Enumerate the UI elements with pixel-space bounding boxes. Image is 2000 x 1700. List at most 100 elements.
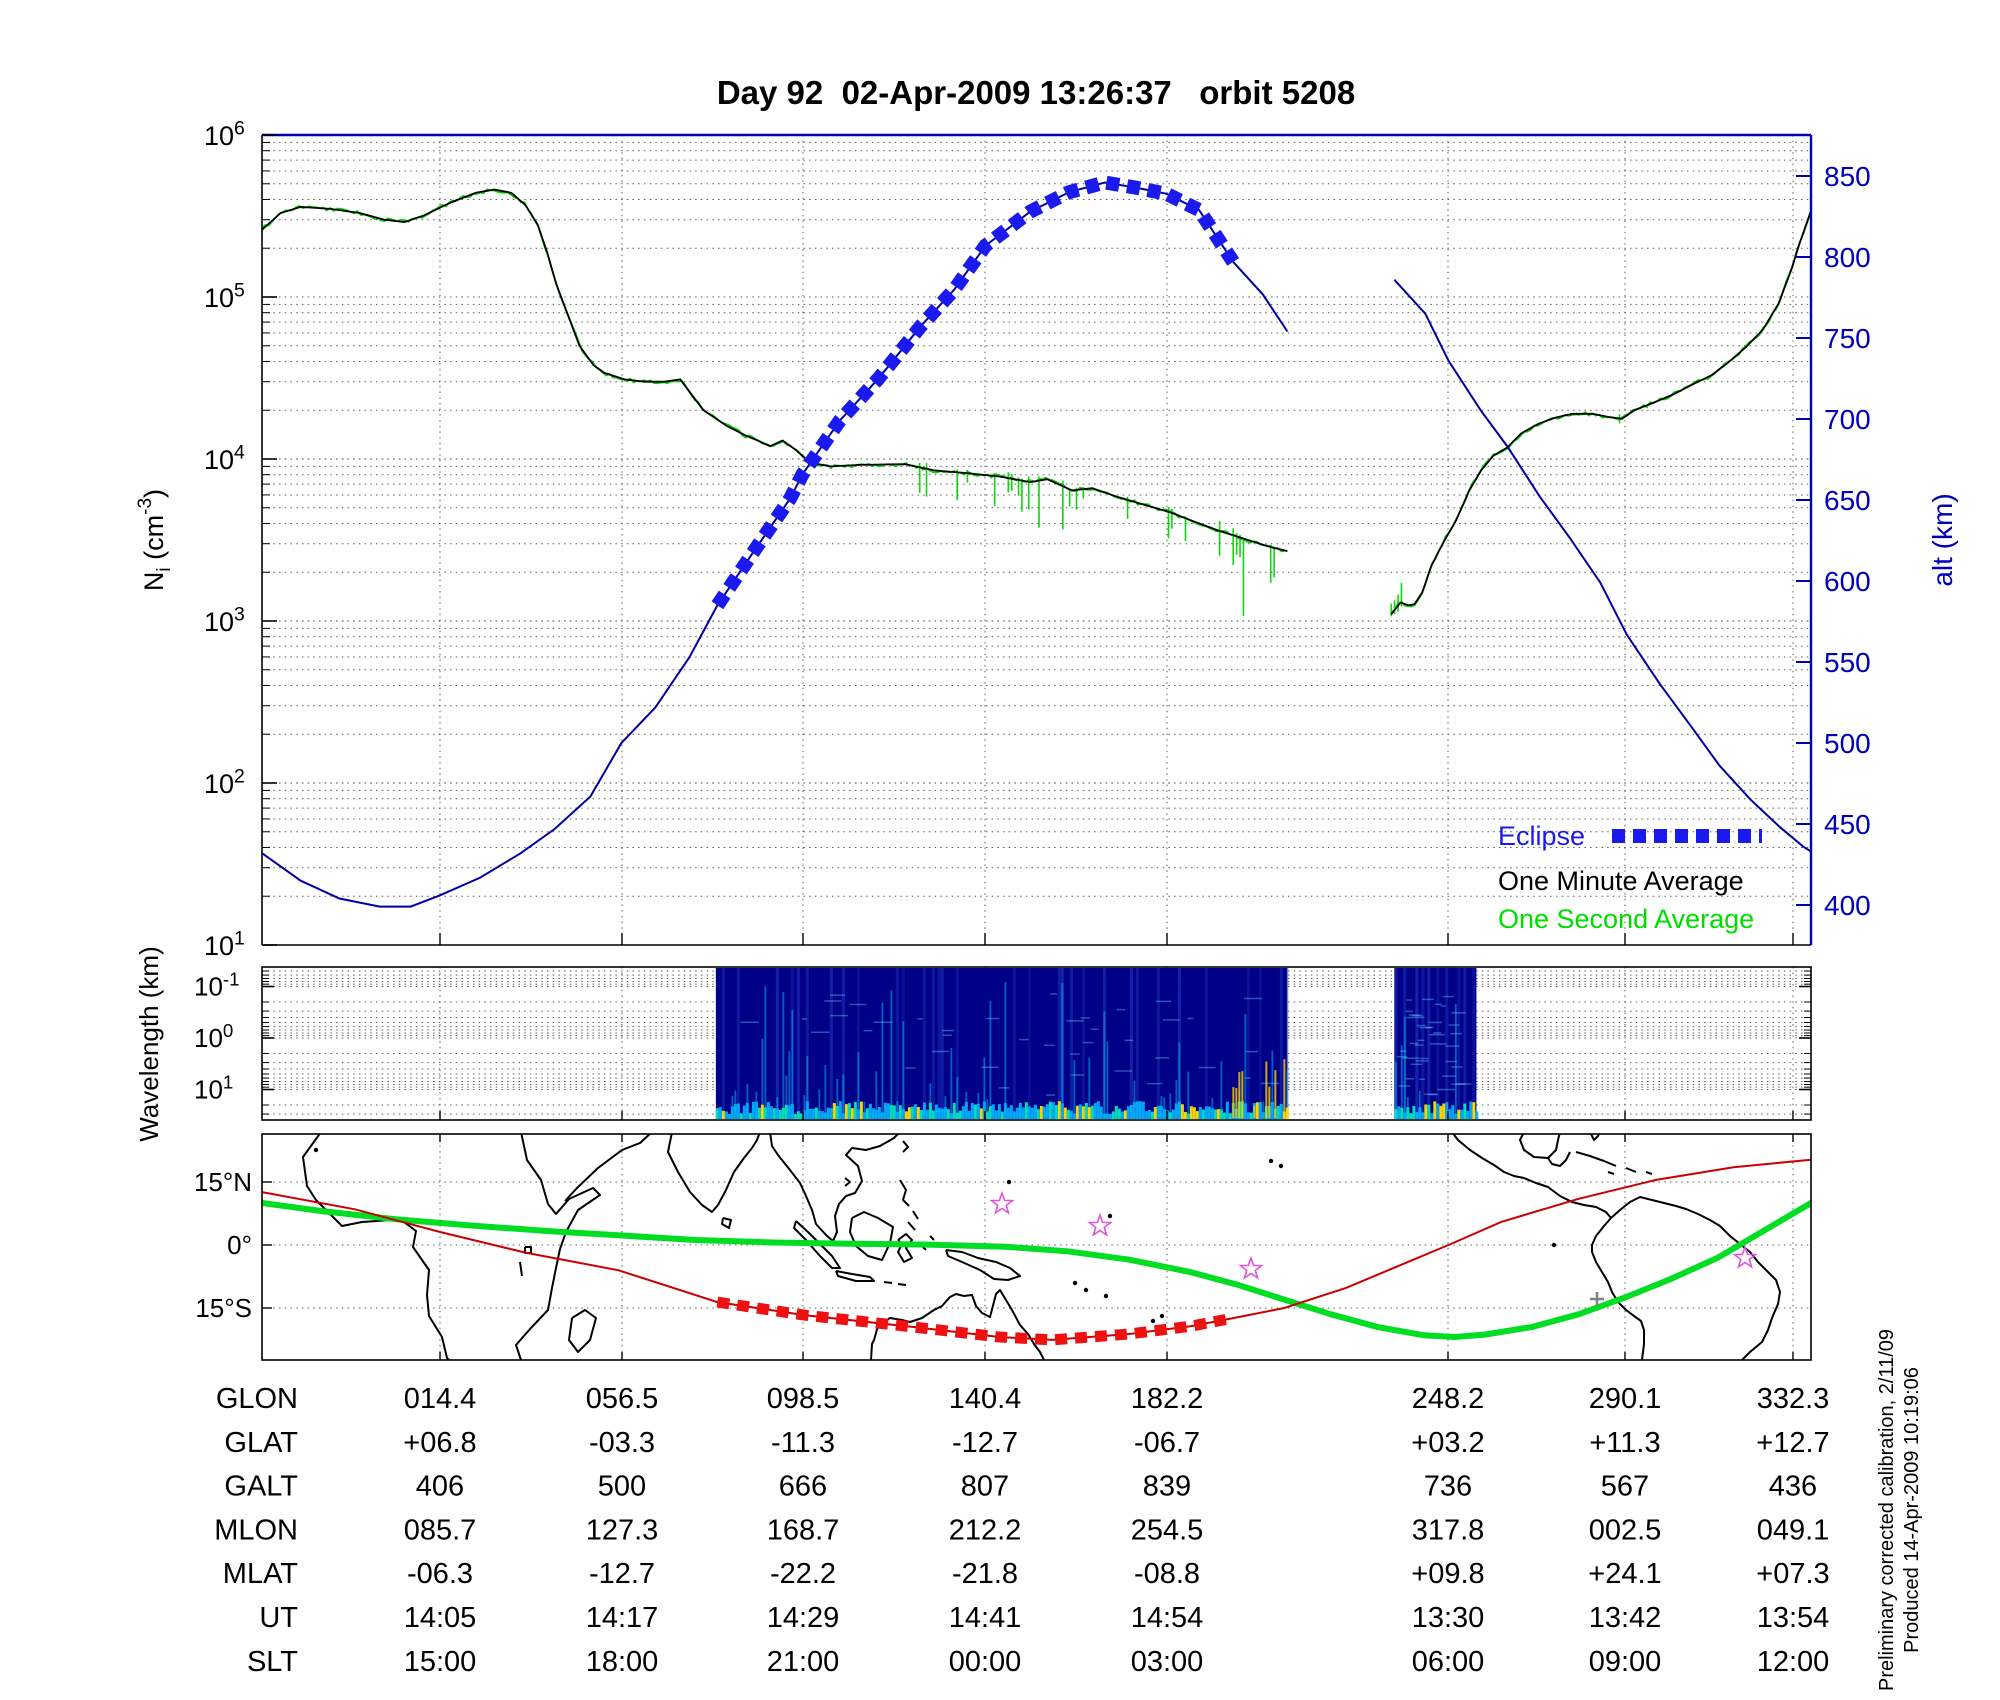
y-axis-label-density: Ni (cm-3): [135, 489, 175, 591]
spectro-bottom-band: [1189, 1106, 1193, 1119]
table-cell: +24.1: [1588, 1558, 1661, 1590]
spectro-bottom-band: [1403, 1112, 1407, 1119]
coastline: [519, 1261, 523, 1277]
spectro-bottom-band: [1117, 1108, 1121, 1119]
spectro-bottom-band: [1463, 1103, 1467, 1119]
spectro-bottom-band: [1457, 1109, 1461, 1119]
y2-tick-label: 600: [1824, 566, 1871, 597]
spectro-bottom-band: [715, 1108, 719, 1119]
one-minute-average-curve: [1390, 210, 1811, 615]
spectro-bottom-band: [1412, 1105, 1416, 1119]
spectro-bottom-band: [952, 1102, 956, 1119]
spectro-bottom-band: [799, 1113, 803, 1119]
spectro-bottom-band: [1003, 1102, 1007, 1119]
spectro-bottom-band: [823, 1112, 827, 1119]
spectro-bottom-band: [1048, 1101, 1052, 1119]
spectro-streak: [931, 968, 935, 1119]
spectro-bottom-band: [1213, 1109, 1217, 1119]
spectro-bottom-band: [736, 1103, 740, 1119]
spectro-bottom-band: [997, 1104, 1001, 1119]
spectro-bottom-band: [940, 1108, 944, 1119]
coastline: [1589, 1134, 1601, 1141]
coastline: [564, 1134, 652, 1202]
table-row-label: SLT: [247, 1646, 298, 1678]
spectro-bottom-band: [1105, 1113, 1109, 1119]
spectro-streak: [1156, 968, 1160, 1119]
data-series: [262, 175, 1811, 908]
y-axis-label-wavelength: Wavelength (km): [134, 946, 164, 1142]
spectro-bottom-band: [889, 1104, 893, 1119]
spectro-bottom-band: [1057, 1101, 1061, 1119]
island-dot: [1107, 1213, 1113, 1219]
y-tick-label: 104: [204, 442, 245, 475]
spectro-bottom-band: [1448, 1109, 1452, 1119]
table-cell: 14:29: [767, 1602, 840, 1634]
spectro-bottom-band: [793, 1113, 797, 1119]
spectro-bottom-band: [802, 1110, 806, 1119]
spectro-bottom-band: [856, 1109, 860, 1119]
coastline: [1591, 1217, 1645, 1360]
y-tick-label: 102: [204, 766, 245, 799]
table-cell: 14:17: [586, 1602, 659, 1634]
spectro-streak: [1445, 968, 1449, 1119]
spectro-bottom-band: [1177, 1101, 1181, 1119]
y-tick-label: 103: [204, 604, 245, 637]
ground-station-star: [1087, 1212, 1113, 1237]
spectro-bottom-band: [766, 1102, 770, 1119]
spectro-bottom-band: [1258, 1101, 1262, 1119]
island-dot: [1072, 1280, 1078, 1286]
spectro-bottom-band: [775, 1108, 779, 1119]
spectro-bottom-band: [814, 1107, 818, 1119]
spectro-bottom-band: [1084, 1103, 1088, 1119]
spectro-bottom-band: [1186, 1113, 1190, 1119]
spectro-bottom-band: [859, 1101, 863, 1119]
spectro-streak: [940, 968, 944, 1119]
spectro-bottom-band: [934, 1104, 938, 1119]
spectro-bottom-band: [1430, 1113, 1434, 1119]
spectro-streak: [955, 968, 959, 1119]
spectro-bottom-band: [1090, 1105, 1094, 1119]
spectro-bottom-band: [1433, 1101, 1437, 1119]
spectro-bottom-band: [808, 1108, 812, 1119]
spectro-bottom-band: [1469, 1101, 1473, 1119]
wavelength-tick-label: 100: [194, 1020, 233, 1053]
spectro-bottom-band: [742, 1105, 746, 1119]
spectro-streak: [1027, 968, 1031, 1119]
table-cell: +03.2: [1411, 1427, 1484, 1459]
spectro-bottom-band: [772, 1108, 776, 1119]
table-cell: +12.7: [1756, 1427, 1829, 1459]
spectro-bottom-band: [1141, 1101, 1145, 1119]
spectro-bottom-band: [721, 1110, 725, 1119]
coastline: [1625, 1167, 1637, 1173]
spectro-streak: [1069, 968, 1073, 1119]
table-cell: +06.8: [403, 1427, 476, 1459]
table-cell: 03:00: [1131, 1646, 1204, 1678]
spectro-bottom-band: [1183, 1111, 1187, 1119]
island-dot: [313, 1147, 319, 1153]
spectrogram-base: [1394, 968, 1477, 1119]
table-cell: 098.5: [767, 1383, 840, 1415]
spectro-streak: [1285, 968, 1289, 1119]
spectro-bottom-band: [1138, 1101, 1142, 1119]
credit-line-1: Preliminary corrected calibration, 2/11/…: [1876, 1329, 1898, 1691]
spectro-bottom-band: [1249, 1112, 1253, 1119]
coastline: [1645, 1171, 1653, 1175]
island-dot: [1551, 1242, 1557, 1248]
spectro-streak: [796, 968, 800, 1119]
table-row-label: GALT: [224, 1471, 298, 1503]
figure-title: Day 92 02-Apr-2009 13:26:37 orbit 5208: [717, 74, 1355, 111]
spectro-bottom-band: [1219, 1109, 1223, 1119]
coastline: [929, 1235, 935, 1241]
spectro-bottom-band: [1045, 1104, 1049, 1119]
latitude-label: 15°S: [195, 1293, 252, 1323]
table-cell: -12.7: [589, 1558, 655, 1590]
spectro-bottom-band: [937, 1107, 941, 1119]
spectro-streak: [775, 968, 779, 1119]
altitude-eclipse-dashes: [711, 175, 1240, 610]
spectro-bottom-band: [1442, 1103, 1446, 1119]
table-cell: 140.4: [949, 1383, 1022, 1415]
spectro-bottom-band: [1198, 1107, 1202, 1119]
y2-tick-label: 700: [1824, 404, 1871, 435]
spectro-bottom-band: [1210, 1108, 1214, 1119]
